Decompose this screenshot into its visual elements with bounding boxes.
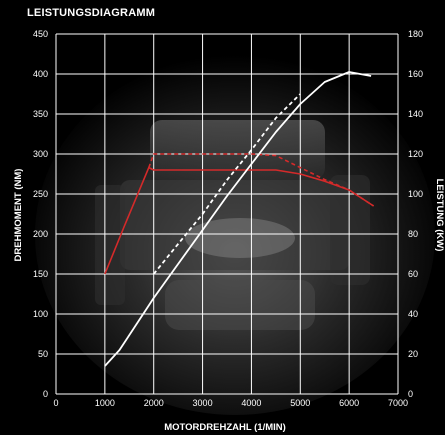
y-left-tick-label: 350 xyxy=(33,109,48,119)
y-axis-right-label: LEISTUNG (KW) xyxy=(434,179,445,252)
x-tick-label: 4000 xyxy=(241,398,261,408)
y-right-tick-label: 60 xyxy=(408,269,418,279)
y-right-tick-label: 80 xyxy=(408,229,418,239)
y-right-tick-label: 120 xyxy=(408,149,423,159)
x-tick-label: 2000 xyxy=(144,398,164,408)
y-left-tick-label: 200 xyxy=(33,229,48,239)
y-right-tick-label: 180 xyxy=(408,29,423,39)
x-tick-label: 7000 xyxy=(388,398,408,408)
y-left-tick-label: 450 xyxy=(33,29,48,39)
y-left-tick-label: 50 xyxy=(38,349,48,359)
power-curve-dashed xyxy=(153,93,301,275)
y-left-tick-label: 150 xyxy=(33,269,48,279)
x-tick-label: 1000 xyxy=(95,398,115,408)
torque-curve-dashed xyxy=(148,153,375,207)
y-left-tick-label: 0 xyxy=(43,389,48,399)
torque-curve-solid xyxy=(104,166,375,275)
y-axis-left-label: DREHMOMENT (NM) xyxy=(13,169,24,262)
y-right-tick-label: 140 xyxy=(408,109,423,119)
y-left-tick-label: 400 xyxy=(33,69,48,79)
y-right-tick-label: 40 xyxy=(408,309,418,319)
y-right-tick-label: 160 xyxy=(408,69,423,79)
x-tick-label: 3000 xyxy=(193,398,213,408)
y-right-tick-label: 20 xyxy=(408,349,418,359)
y-right-tick-label: 0 xyxy=(408,389,413,399)
y-left-tick-label: 250 xyxy=(33,189,48,199)
x-tick-label: 6000 xyxy=(339,398,359,408)
chart-title: LEISTUNGSDIAGRAMM xyxy=(27,7,156,19)
y-left-tick-label: 300 xyxy=(33,149,48,159)
x-tick-label: 0 xyxy=(53,398,58,408)
x-tick-label: 5000 xyxy=(290,398,310,408)
y-right-tick-label: 100 xyxy=(408,189,423,199)
y-left-tick-label: 100 xyxy=(33,309,48,319)
power-curve-solid xyxy=(104,71,372,367)
x-axis-label: MOTORDREHZAHL (1/MIN) xyxy=(164,422,286,433)
